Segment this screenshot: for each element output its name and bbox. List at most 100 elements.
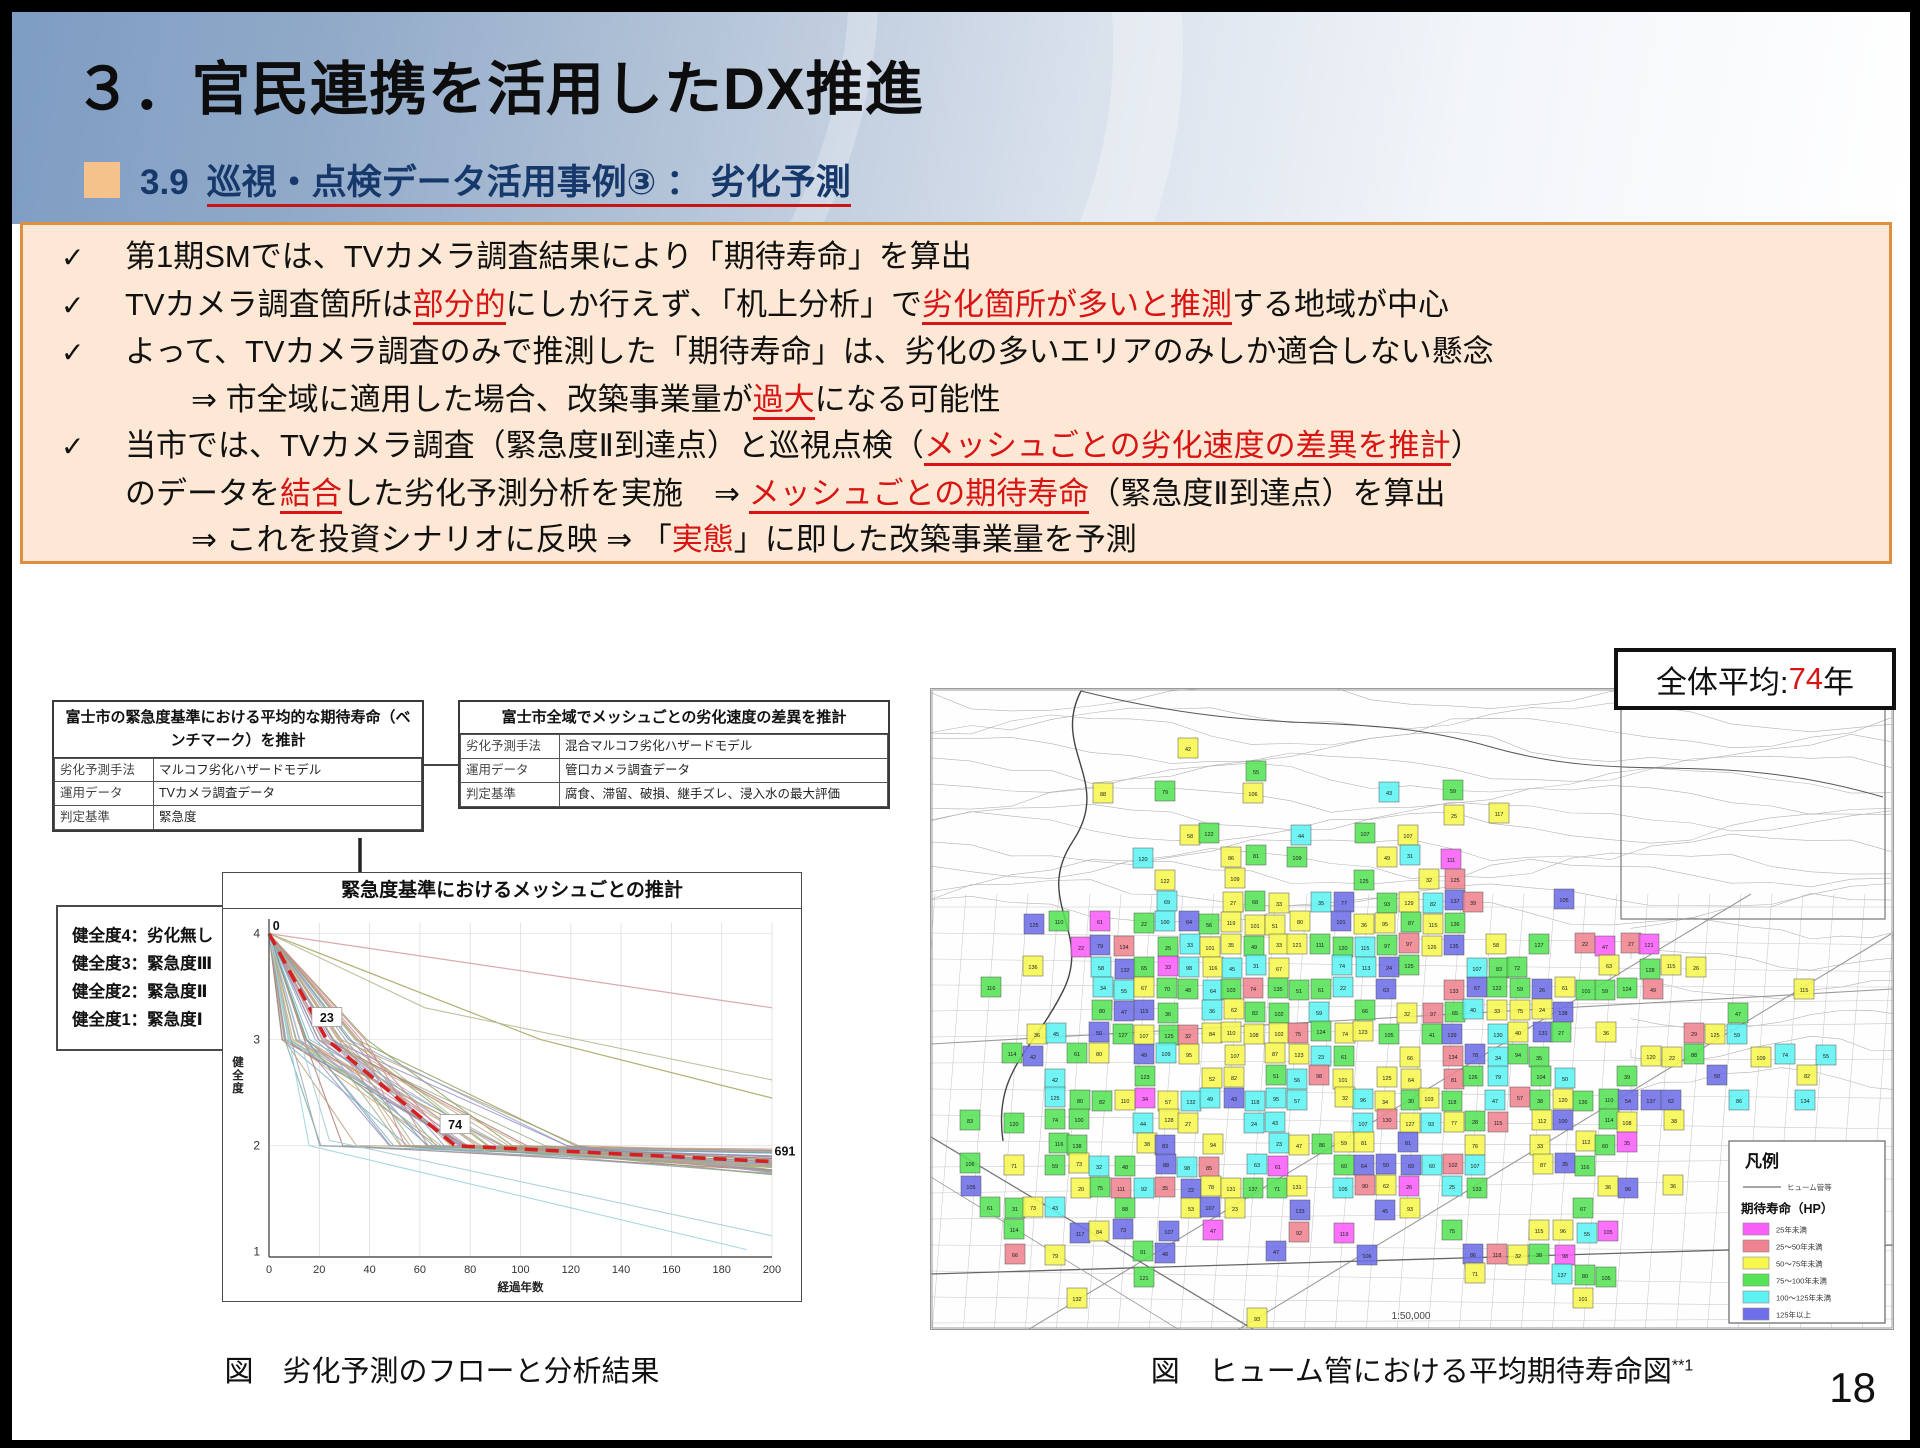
- mesh-square-value: 60: [1602, 1144, 1608, 1150]
- mesh-square: [1399, 1197, 1421, 1219]
- mesh-square-value: 107: [1358, 1122, 1367, 1128]
- y-tick-label: 4: [253, 927, 260, 941]
- mesh-square-value: 100: [1074, 1118, 1083, 1124]
- mesh-square-value: 35: [1536, 1056, 1542, 1062]
- mesh-square: [1400, 1068, 1422, 1090]
- mesh-square: [1509, 977, 1531, 999]
- mesh-square: [1375, 1153, 1397, 1175]
- mesh-square: [1088, 1021, 1110, 1043]
- mesh-square: [1375, 1174, 1397, 1196]
- map-legend-item-label: 125年以上: [1776, 1310, 1812, 1320]
- mesh-square-value: 120: [1138, 857, 1147, 863]
- mesh-square: [1133, 1043, 1155, 1065]
- mesh-square-value: 124: [1622, 987, 1631, 993]
- mesh-square: [1178, 956, 1200, 978]
- health-legend-item: 健全度3：緊急度Ⅲ: [72, 955, 213, 973]
- mesh-square-value: 105: [1603, 1230, 1612, 1236]
- mesh-square-value: 107: [1230, 1054, 1239, 1060]
- mesh-square: [1528, 933, 1550, 955]
- mesh-square: [959, 1152, 981, 1174]
- mesh-square: [1003, 1218, 1025, 1240]
- mesh-square: [1223, 1087, 1245, 1109]
- mesh-square-value: 105: [1559, 898, 1568, 904]
- mesh-square: [1728, 1089, 1750, 1111]
- mesh-square: [1133, 912, 1155, 934]
- mesh-square-value: 135: [1273, 987, 1282, 993]
- mesh-square-value: 110: [1605, 1098, 1614, 1104]
- mesh-square-value: 133: [1449, 989, 1458, 995]
- mesh-square-value: 94: [1210, 1143, 1216, 1149]
- mesh-square: [1399, 844, 1421, 866]
- mesh-table: 富士市全域でメッシュごとの劣化速度の差異を推計 劣化予測手法 混合マルコフ劣化ハザ…: [458, 700, 890, 809]
- mesh-square-value: 68: [1252, 900, 1258, 906]
- mesh-square-value: 138: [1558, 1011, 1567, 1017]
- mesh-square-value: 134: [1119, 945, 1128, 951]
- mesh-square-value: 27: [1558, 1031, 1564, 1037]
- mesh-square-value: 86: [1736, 1099, 1742, 1105]
- mesh-square-value: 118: [1448, 1100, 1457, 1106]
- mesh-square-value: 76: [1472, 1144, 1478, 1150]
- mesh-square-value: 111: [1316, 943, 1324, 949]
- table-row: 判定基準 緊急度: [54, 805, 422, 831]
- bullet-text: 結合: [280, 475, 342, 514]
- mesh-square: [1441, 1219, 1463, 1241]
- table-row-label: 判定基準: [460, 782, 560, 807]
- mesh-square-value: 45: [1053, 1032, 1059, 1038]
- mesh-square: [1662, 1174, 1684, 1196]
- mesh-square-value: 97: [1430, 1012, 1436, 1018]
- mesh-square: [1594, 979, 1616, 1001]
- mesh-square-value: 61: [1318, 988, 1324, 994]
- mesh-square: [1443, 934, 1465, 956]
- mesh-square: [1068, 1108, 1090, 1130]
- mesh-square: [1486, 976, 1508, 998]
- bullet-text: メッシュごとの期待寿命: [748, 475, 1090, 514]
- mesh-square-value: 55: [1253, 770, 1259, 776]
- mesh-square-value: 74: [1250, 987, 1256, 993]
- mesh-square: [1396, 1002, 1418, 1024]
- mesh-square-value: 50: [1383, 1163, 1389, 1169]
- mesh-square: [1704, 1023, 1726, 1045]
- mesh-curve: [268, 933, 773, 1150]
- map-legend-swatch: [1742, 1273, 1770, 1287]
- mesh-square: [1199, 1087, 1221, 1109]
- mesh-square: [1441, 1090, 1463, 1112]
- map-scale-label: 1:50,000: [1392, 1311, 1431, 1322]
- mesh-square-value: 43: [1231, 1097, 1237, 1103]
- mesh-square: [1421, 935, 1443, 957]
- mesh-square: [1157, 1002, 1179, 1024]
- mesh-square-value: 92: [1296, 1231, 1302, 1237]
- mesh-square-value: 130: [1493, 1033, 1502, 1039]
- mesh-square-value: 43: [1386, 791, 1392, 797]
- mesh-square: [1616, 1065, 1638, 1087]
- mesh-square: [1400, 911, 1422, 933]
- mesh-square-value: 109: [1230, 877, 1239, 883]
- mesh-square-value: 45: [1382, 1209, 1388, 1215]
- mesh-square: [1246, 1153, 1268, 1175]
- mesh-square-value: 112: [1582, 1140, 1591, 1146]
- mesh-square: [1617, 1177, 1639, 1199]
- mesh-square-value: 107: [1470, 1164, 1479, 1170]
- mesh-square-value: 77: [1451, 1121, 1457, 1127]
- health-legend-item: 健全度1：緊急度Ⅰ: [72, 1011, 203, 1029]
- mesh-square-value: 66: [1362, 1009, 1368, 1015]
- mesh-square-value: 47: [1210, 1229, 1216, 1235]
- mesh-square: [1726, 1023, 1748, 1045]
- mesh-square-value: 55: [1584, 1232, 1590, 1238]
- mesh-square: [1308, 1064, 1330, 1086]
- mesh-square-value: 139: [1447, 1033, 1456, 1039]
- bullet-text: メッシュごとの劣化速度の差異を推計: [923, 428, 1451, 466]
- mesh-square-value: 58: [1187, 834, 1193, 840]
- mesh-square-value: 86: [1319, 1143, 1325, 1149]
- mesh-square: [1507, 1021, 1529, 1043]
- page-number: 18: [1829, 1364, 1876, 1411]
- mesh-square: [1750, 1046, 1772, 1068]
- mesh-square-value: 74: [1782, 1053, 1788, 1059]
- mesh-square: [1444, 868, 1466, 890]
- mesh-square-value: 59: [1316, 1011, 1322, 1017]
- mesh-square-value: 36: [1670, 1184, 1676, 1190]
- mesh-square: [1134, 1065, 1156, 1087]
- mesh-square: [1488, 802, 1510, 824]
- mesh-square: [1088, 1220, 1110, 1242]
- mesh-square-value: 107: [1360, 832, 1369, 838]
- mesh-square-value: 34: [1495, 1056, 1501, 1062]
